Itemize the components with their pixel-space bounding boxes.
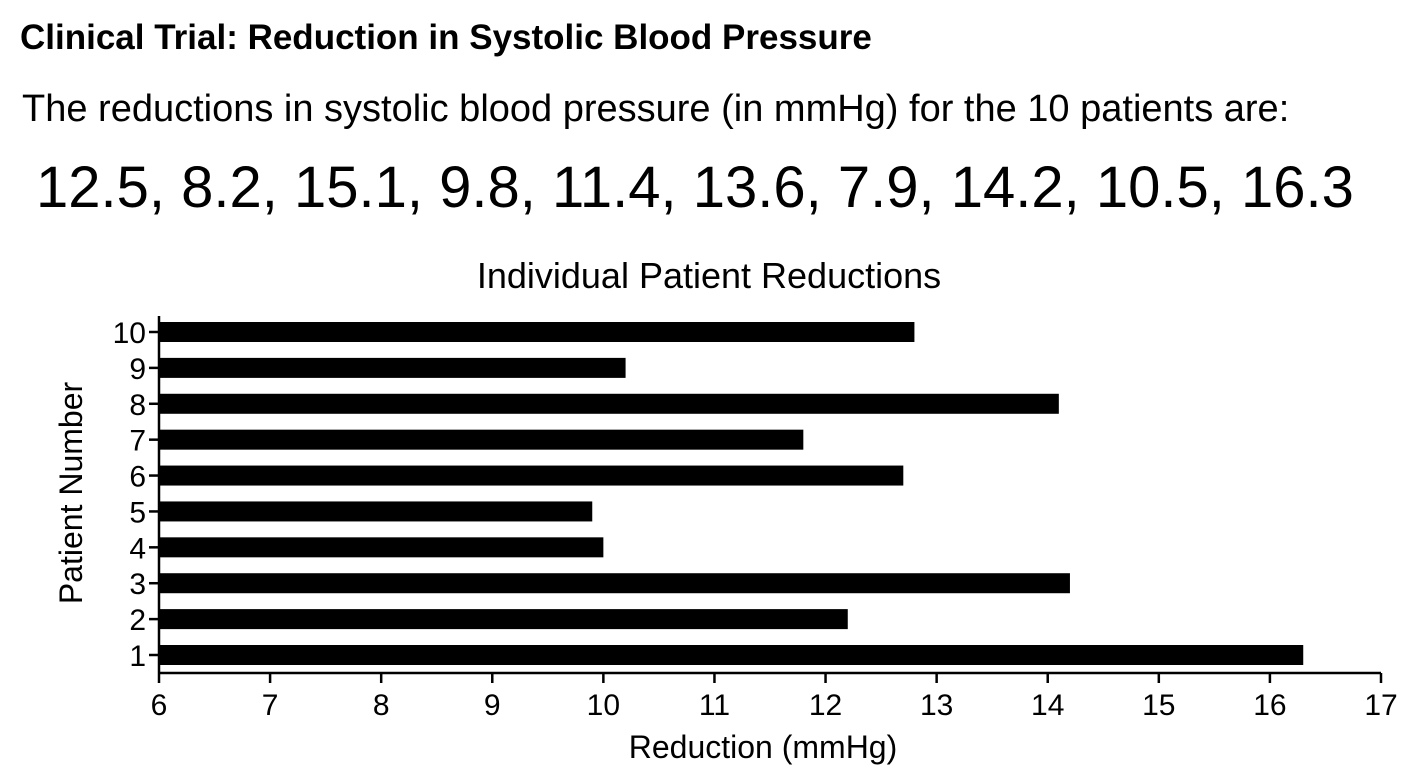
bar-patient-7 <box>159 429 804 450</box>
y-tick-label-9: 9 <box>129 353 146 386</box>
y-tick-label-7: 7 <box>129 425 146 458</box>
bar-patient-1 <box>159 645 1304 665</box>
x-tick-label-11: 11 <box>699 689 730 722</box>
patient-reductions-bar-chart: Individual Patient Reductions 1234567891… <box>53 255 1398 765</box>
bar-patient-4 <box>159 537 604 558</box>
x-axis: 6 7 8 9 10 11 12 13 14 15 16 17 <box>151 671 1398 722</box>
y-tick-label-8: 8 <box>129 389 146 422</box>
x-tick-label-7: 7 <box>262 689 279 722</box>
bar-patient-10 <box>159 322 915 342</box>
x-axis-label: Reduction (mmHg) <box>629 729 898 765</box>
bar-patient-3 <box>159 573 1070 594</box>
bar-patient-6 <box>159 465 904 486</box>
y-axis-label: Patient Number <box>53 381 89 604</box>
reduction-values-list: 12.5, 8.2, 15.1, 9.8, 11.4, 13.6, 7.9, 1… <box>36 155 1354 220</box>
bars-group <box>159 322 1304 665</box>
y-tick-label-5: 5 <box>129 496 146 529</box>
x-tick-label-13: 13 <box>920 689 953 722</box>
x-tick-label-12: 12 <box>809 689 842 722</box>
y-tick-label-10: 10 <box>113 317 146 350</box>
x-tick-label-6: 6 <box>151 689 168 722</box>
x-tick-label-8: 8 <box>373 689 390 722</box>
page-heading: Clinical Trial: Reduction in Systolic Bl… <box>20 18 872 57</box>
x-tick-label-14: 14 <box>1031 689 1064 722</box>
x-tick-label-17: 17 <box>1364 689 1397 722</box>
x-tick-label-10: 10 <box>587 689 620 722</box>
bar-patient-9 <box>159 357 626 378</box>
x-tick-label-15: 15 <box>1142 689 1175 722</box>
y-tick-label-6: 6 <box>129 461 146 494</box>
x-tick-label-9: 9 <box>484 689 501 722</box>
y-tick-label-1: 1 <box>129 640 146 673</box>
bar-patient-2 <box>159 609 848 630</box>
bar-patient-8 <box>159 393 1059 414</box>
x-tick-label-16: 16 <box>1253 689 1286 722</box>
y-tick-label-4: 4 <box>129 532 146 565</box>
bar-patient-5 <box>159 501 593 522</box>
intro-text: The reductions in systolic blood pressur… <box>22 88 1290 130</box>
chart-title: Individual Patient Reductions <box>477 255 941 296</box>
y-tick-label-3: 3 <box>129 568 146 601</box>
y-tick-label-2: 2 <box>129 604 146 637</box>
